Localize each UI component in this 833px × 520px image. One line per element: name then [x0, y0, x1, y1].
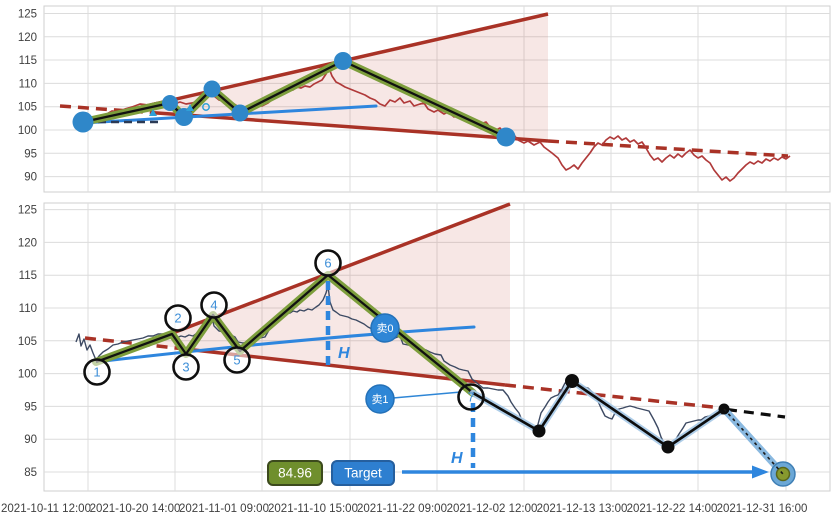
top-lower-trendline	[149, 110, 549, 143]
x-tick: 2021-10-20 14:00	[90, 503, 181, 515]
y-tick: 120	[18, 32, 37, 44]
x-tick: 2021-12-02 12:00	[447, 503, 538, 515]
pivot-number: 7	[467, 390, 474, 405]
sell1-badge: 卖1	[365, 384, 395, 414]
top-trade-markers	[149, 103, 210, 116]
height-label-2: H	[451, 450, 463, 467]
y-tick: 115	[19, 270, 37, 282]
arrow-head-icon	[752, 465, 769, 479]
top-blue-trendline	[81, 104, 378, 125]
sell1-label: 卖1	[371, 393, 388, 406]
target-dotted-core	[723, 408, 784, 475]
sell1-connector-line	[392, 391, 462, 399]
buy-triangle-icon	[149, 109, 157, 116]
bottom-chart-panel[interactable]: 卖0 卖1 1 2 3 4	[18, 202, 831, 492]
target-badge: Target	[331, 460, 395, 486]
pivot-ring-6: 6	[314, 249, 342, 277]
sell0-badge: 卖0	[370, 313, 400, 343]
target-price-value: 84.96	[278, 466, 312, 481]
pivot-number: 1	[93, 365, 100, 380]
x-tick: 2021-12-31 16:00	[717, 503, 808, 515]
sell0-label: 卖0	[376, 322, 393, 335]
swing-dashed-projection	[726, 407, 786, 419]
x-tick: 2021-12-22 14:00	[627, 503, 718, 515]
top-chart-panel[interactable]: 125 120 115 110 105 100 95 90	[18, 5, 831, 193]
x-tick: 2021-11-22 09:00	[357, 503, 447, 515]
buy-triangle-icon	[186, 104, 194, 111]
y-tick: 100	[18, 369, 37, 381]
pivot-ring-1: 1	[83, 358, 111, 386]
y-tick: 110	[19, 303, 37, 315]
target-price-badge: 84.96	[267, 460, 323, 486]
top-pivot-dots	[72, 52, 516, 147]
pivot-ring-7: 7	[457, 383, 485, 411]
pivot-ring-2: 2	[164, 304, 192, 332]
top-lower-trendline-dashed-right	[547, 139, 789, 158]
pivot-rings: 1 2 3 4 5 6 7	[83, 249, 485, 411]
y-tick: 95	[24, 148, 37, 160]
y-tick: 90	[24, 434, 37, 446]
sell0-circle	[370, 313, 400, 343]
target-label: Target	[344, 466, 382, 481]
y-tick: 110	[19, 78, 37, 90]
pivot-ring-3: 3	[172, 353, 200, 381]
y-tick: 100	[18, 125, 37, 137]
pivot-ring-5: 5	[223, 346, 251, 374]
pivot-number: 3	[182, 360, 189, 375]
x-axis-labels: 2021-10-11 12:00 2021-10-20 14:00 2021-1…	[1, 503, 807, 515]
y-tick: 105	[18, 102, 37, 114]
y-tick: 95	[24, 401, 37, 413]
target-marker-inner	[775, 466, 791, 482]
target-box	[331, 460, 395, 486]
y-tick: 120	[18, 237, 37, 249]
bottom-blue-trendline	[94, 325, 476, 364]
y-tick: 125	[18, 9, 37, 21]
top-y-axis-labels: 125 120 115 110 105 100 95 90	[18, 9, 37, 184]
bottom-lower-trendline-dashed-right	[504, 383, 723, 410]
bottom-y-axis-labels: 125 120 115 110 105 100 95 90 85	[18, 205, 37, 479]
x-tick: 2021-12-13 13:00	[537, 503, 628, 515]
x-tick: 2021-11-01 09:00	[179, 503, 269, 515]
pivot-number: 2	[174, 311, 181, 326]
y-tick: 105	[18, 336, 37, 348]
x-tick: 2021-10-11 12:00	[1, 503, 91, 515]
pivot-number: 6	[324, 256, 331, 271]
pivot-ring-4: 4	[200, 291, 228, 319]
y-tick: 90	[24, 172, 37, 184]
target-price-box	[267, 460, 323, 486]
height-label-1: H	[338, 345, 350, 362]
pivot-number: 4	[210, 298, 217, 313]
y-tick: 125	[18, 205, 37, 217]
bottom-price-line	[75, 285, 727, 448]
pivot-number: 5	[233, 353, 240, 368]
sell1-circle	[365, 384, 395, 414]
x-tick: 2021-11-10 15:00	[268, 503, 358, 515]
y-tick: 115	[19, 55, 37, 67]
exit-circle-icon	[202, 103, 210, 111]
y-tick: 85	[24, 467, 37, 479]
